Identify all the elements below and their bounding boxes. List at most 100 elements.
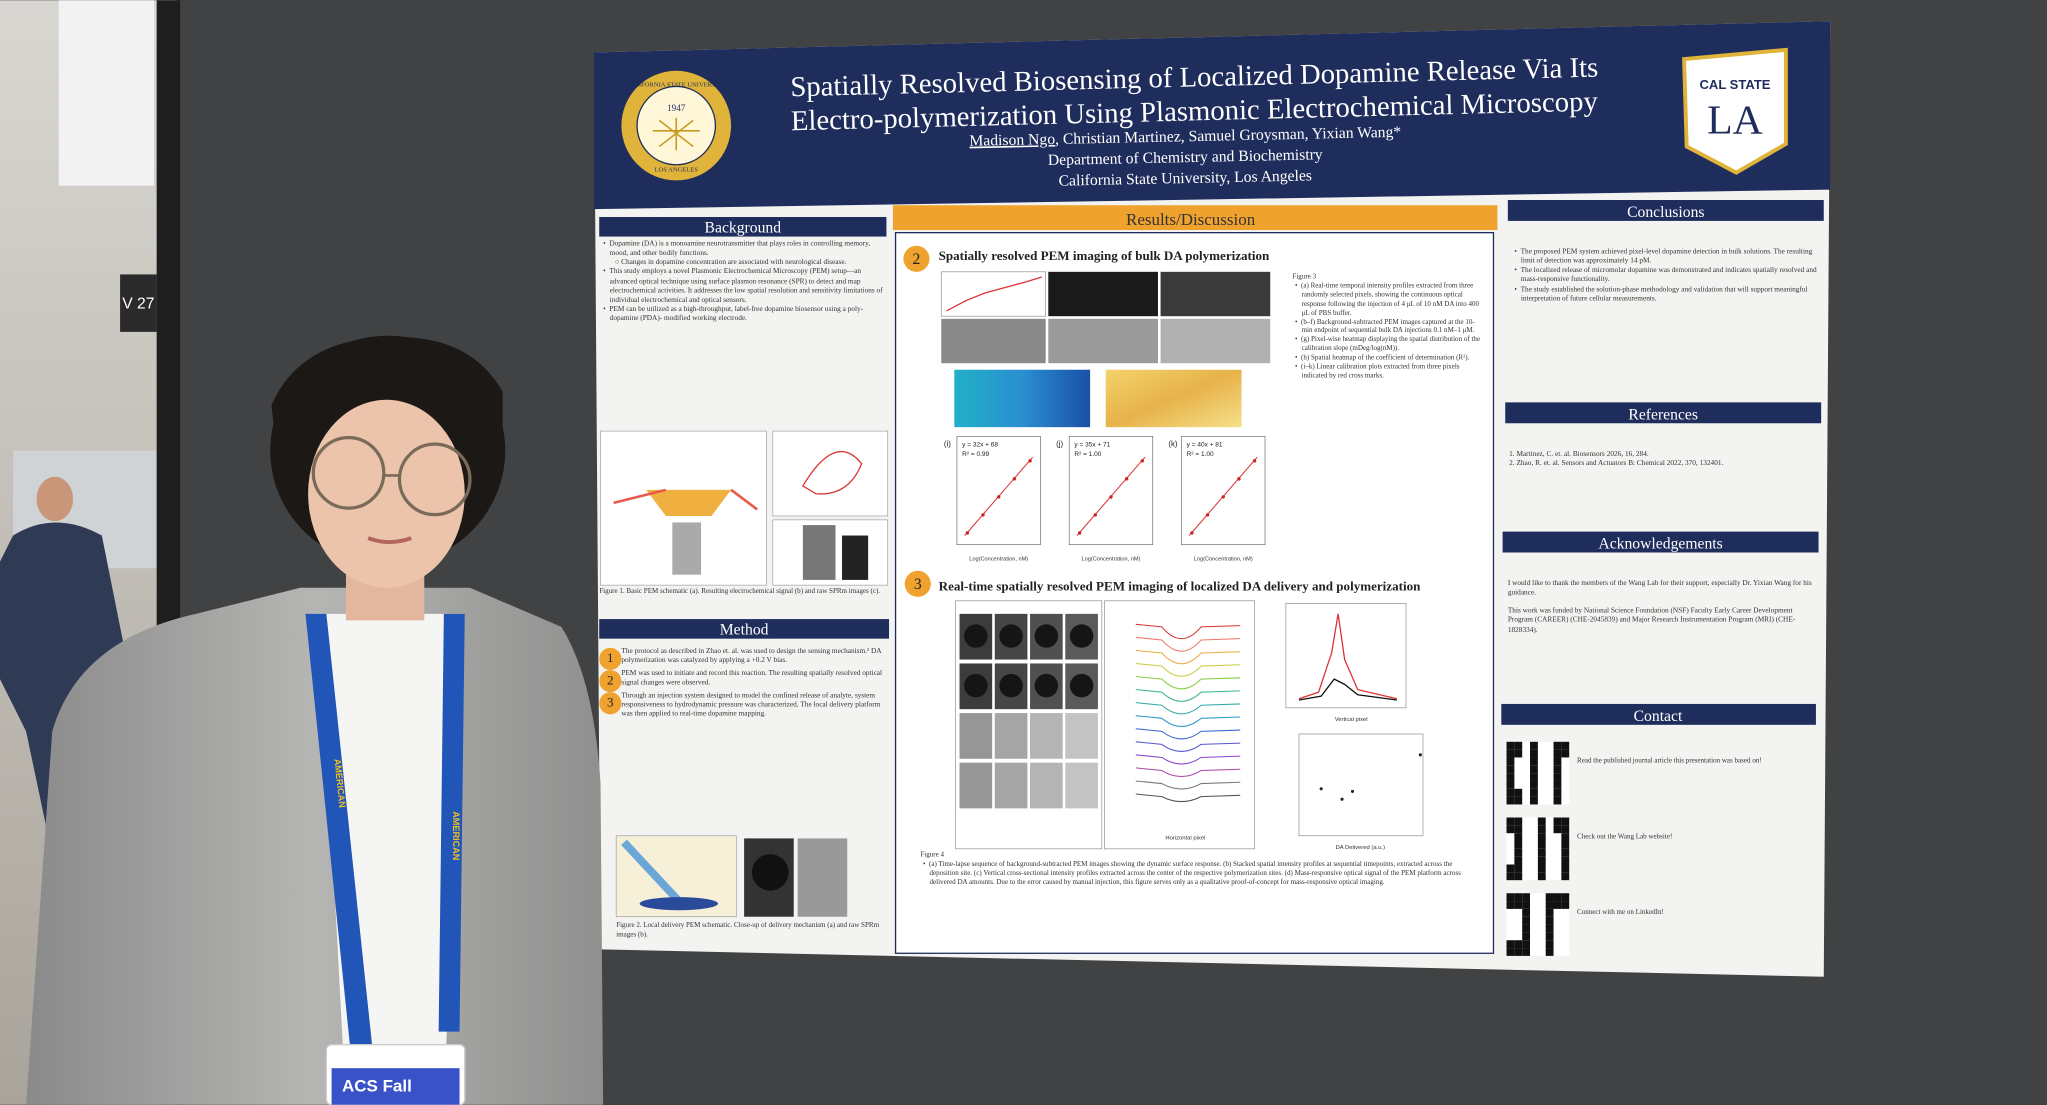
bystander-head xyxy=(36,476,74,522)
qr-module xyxy=(1514,833,1523,842)
figure-1c-image xyxy=(802,525,836,580)
qr-module xyxy=(1522,924,1531,933)
bullet-item: The proposed PEM system achieved pixel-l… xyxy=(1512,248,1819,267)
calibration-point xyxy=(1190,531,1194,535)
timelapse-spot xyxy=(999,624,1023,648)
figure-4d-point xyxy=(1319,787,1323,791)
qr-module xyxy=(1553,796,1562,805)
fit-r2: R² = 1.00 xyxy=(1187,451,1214,458)
contact-text-box: Read the published journal article this … xyxy=(1577,757,1762,765)
step-text: PEM was used to initiate and record this… xyxy=(621,669,883,688)
qr-module xyxy=(1537,817,1546,826)
reference-list: 1. Martinez, C. et. al. Biosensors 2026,… xyxy=(1509,451,1816,470)
reference-item: 1. Martinez, C. et. al. Biosensors 2026,… xyxy=(1509,450,1649,459)
qr-module xyxy=(1561,817,1570,826)
qr-module xyxy=(1522,916,1531,925)
qr-module xyxy=(1514,872,1523,881)
qr-module xyxy=(1514,856,1523,865)
calibration-plot xyxy=(1068,435,1154,545)
calibration-plot xyxy=(956,435,1041,545)
section-bar xyxy=(892,205,1498,231)
panel-label: (k) xyxy=(1168,440,1178,449)
qr-module xyxy=(1545,901,1554,909)
stacked-profile xyxy=(1135,793,1241,803)
contact-text: Connect with me on LinkedIn! xyxy=(1577,908,1664,917)
qr-module xyxy=(1506,872,1515,881)
figure-3c xyxy=(1160,271,1271,317)
bullet-list: The proposed PEM system achieved pixel-l… xyxy=(1512,248,1819,304)
figure-2-caption: Figure 2. Local delivery PEM schematic. … xyxy=(616,922,879,939)
acknowledgements-text: I would like to thank the members of the… xyxy=(1507,579,1812,634)
qr-module xyxy=(1530,749,1538,758)
figure-1a-objective xyxy=(672,522,702,575)
figure-4b-profiles xyxy=(1135,623,1241,803)
figure-3d xyxy=(941,318,1046,364)
qr-module xyxy=(1506,796,1515,805)
timelapse-spot xyxy=(964,624,988,648)
figure-4c-trace xyxy=(1298,678,1397,701)
stacked-profile xyxy=(1135,728,1241,740)
figure-2b-image xyxy=(797,838,848,917)
qr-module xyxy=(1514,940,1523,949)
qr-module xyxy=(1545,940,1554,949)
axis-label: Vertical pixel xyxy=(1335,717,1368,723)
qr-module xyxy=(1553,817,1562,826)
calibration-point xyxy=(996,495,1001,499)
section-heading: Contact xyxy=(1634,708,1683,725)
calibration-point xyxy=(1205,513,1210,517)
booth-sign-board xyxy=(120,274,157,332)
qr-module xyxy=(1506,749,1515,758)
seal-year: 1947 xyxy=(667,103,686,113)
qr-module xyxy=(1506,948,1515,956)
qr-module xyxy=(1506,817,1515,826)
figure-1b xyxy=(772,430,889,517)
step-text: The protocol as described in Zhao et. al… xyxy=(621,647,882,665)
section-number: 2 xyxy=(913,251,921,268)
figure-4d-point xyxy=(1340,797,1344,801)
caption: Figure 1. Basic PEM schematic (a). Resul… xyxy=(599,587,881,596)
qr-module xyxy=(1561,872,1570,881)
qr-module xyxy=(1553,773,1562,781)
qr-module xyxy=(1522,932,1531,941)
calibration-point xyxy=(1221,495,1225,499)
qr-module xyxy=(1514,825,1523,834)
contact-text-box: Connect with me on LinkedIn! xyxy=(1577,908,1664,917)
caption-list: (a) Real-time temporal intensity profile… xyxy=(1292,282,1485,381)
step-number: 1 xyxy=(599,647,622,670)
paragraph: I would like to thank the members of the… xyxy=(1507,579,1812,598)
step-number: 2 xyxy=(599,669,622,693)
qr-module xyxy=(1537,864,1546,873)
presenter-mouth xyxy=(367,536,412,545)
fit-equation: y = 40x + 81 xyxy=(1187,442,1223,449)
reference-item: 2. Zhao, R. et. al. Sensors and Actuator… xyxy=(1509,460,1724,468)
qr-module xyxy=(1506,765,1515,774)
calibration-point xyxy=(965,531,970,535)
qr-module xyxy=(1561,825,1570,834)
qr-module xyxy=(1553,757,1562,766)
qr-module xyxy=(1545,924,1554,933)
calibration-point xyxy=(981,513,985,517)
seal-name: CALIFORNIA STATE UNIVERSITY xyxy=(626,81,727,88)
axis-label: DA Delivered (a.u.) xyxy=(1336,845,1386,851)
qr-module xyxy=(1553,825,1562,834)
caption-item: (g) Pixel-wise heatmap displaying the sp… xyxy=(1292,336,1485,354)
qr-module xyxy=(1545,948,1554,956)
section-bar xyxy=(1502,531,1819,553)
presenter-glasses xyxy=(397,442,472,517)
fit-r2: R² = 0.99 xyxy=(962,451,989,458)
bullet-item: This study employs a novel Plasmonic Ele… xyxy=(601,269,888,306)
calibration-point xyxy=(1077,531,1082,535)
qr-module xyxy=(1514,788,1523,797)
lanyard-text: AMERICAN xyxy=(332,758,347,808)
timelapse-spot xyxy=(1069,624,1094,648)
qr-module xyxy=(1545,916,1554,925)
section-bar xyxy=(1507,200,1824,221)
timelapse-spot xyxy=(1034,673,1059,698)
figure-2a-deposit xyxy=(639,897,719,911)
stacked-profile xyxy=(1135,636,1241,652)
qr-module xyxy=(1506,788,1515,797)
conclusions-text: The proposed PEM system achieved pixel-l… xyxy=(1512,248,1819,379)
calibration-point xyxy=(1028,459,1032,463)
step-text: Through an injection system designed to … xyxy=(621,692,881,719)
qr-module xyxy=(1530,773,1538,781)
